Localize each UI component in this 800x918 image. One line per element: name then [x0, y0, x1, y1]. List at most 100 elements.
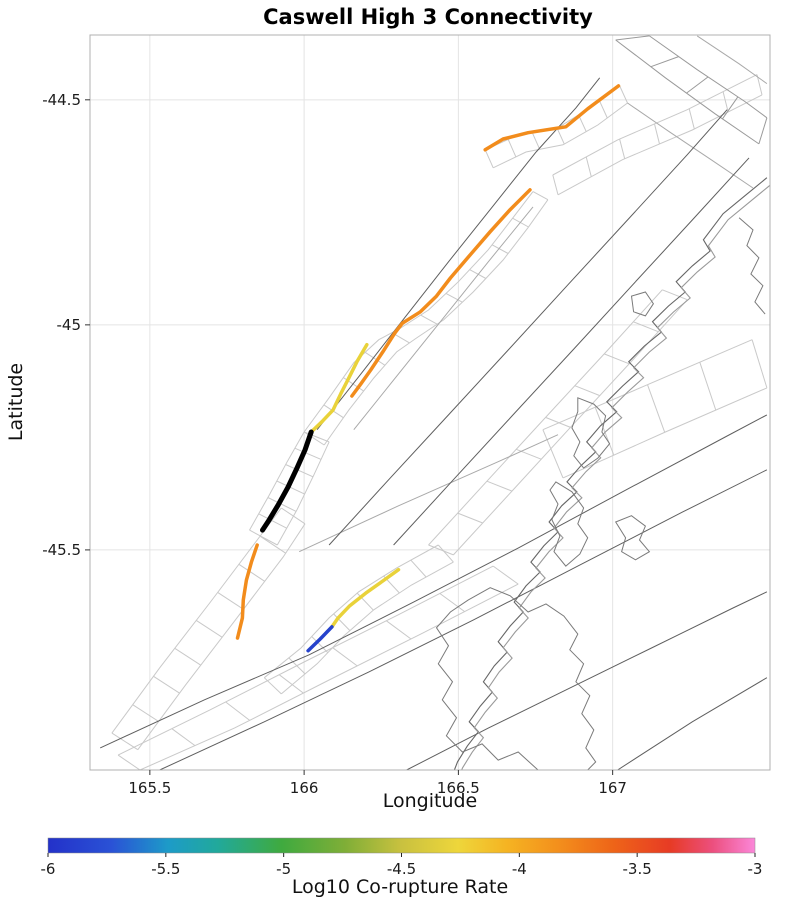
colorbar: -6 -5.5 -5 -4.5 -4 -3.5 -3 Log10 Co-rupture Ra…: [41, 837, 762, 898]
subsection-strip-midright: [428, 289, 663, 546]
subsection-strip-caswell: [276, 441, 330, 546]
subsection-strip-topright-rung: [688, 108, 695, 130]
subsection-strip-central-rung: [469, 269, 487, 279]
colorbar-gradient: [47, 837, 756, 854]
subsection-strip-north-rung: [507, 139, 517, 158]
subsection-strip-caswell-rung: [285, 464, 314, 478]
subsection-strip-north: [492, 102, 628, 169]
subsection-strip-north-rung: [578, 114, 587, 132]
x-tick-label: 167: [598, 779, 627, 797]
subsection-strip-southwest-rung: [196, 619, 223, 638]
water-body-4: [630, 291, 655, 317]
colorbar-label: Log10 Co-rupture Rate: [292, 876, 508, 898]
subsection-strip-midright-rung: [574, 385, 600, 397]
subsection-strip-north-rung: [619, 85, 628, 104]
subsection-strip-south-central-rung: [410, 559, 427, 578]
coastline: [453, 177, 768, 770]
subsection-strip-far-topright: [649, 35, 768, 119]
subsection-strip-southwest-rung: [132, 704, 159, 722]
subsection-strip-south-long: [139, 583, 519, 770]
subsection-strip-topright-rung: [722, 91, 729, 113]
corupture-segment-central-upper: [393, 188, 532, 335]
subsection-strip-south-long-rung: [278, 674, 304, 694]
corupture-segment-central-lower: [350, 331, 397, 398]
subsection-strip-central: [303, 191, 534, 433]
subsection-strip-central-rung: [491, 244, 509, 254]
subsection-strip-midright-rung: [662, 289, 688, 301]
subsection-strip-right-rung: [542, 429, 564, 479]
subsection-strip-north-rung: [531, 132, 541, 150]
x-tick-label: 166: [290, 779, 319, 797]
subsection-strip-far-topright-rung: [650, 56, 679, 68]
y-axis: -44.5 -45 -45.5: [42, 91, 90, 559]
subsection-strip-southwest: [137, 523, 306, 750]
coastline-inner: [461, 184, 770, 770]
subsection-strip-southwest-rung: [174, 647, 202, 666]
subsection-strip-far-topright: [615, 39, 760, 145]
colorbar-tick-label: -6: [41, 860, 56, 878]
corupture-segment-south-blue: [306, 625, 334, 653]
fault-trace-dark-4: [393, 157, 750, 546]
subsection-strip-caswell-rung: [258, 513, 287, 529]
subsection-strip-south-long-rung: [171, 728, 196, 747]
subsection-strip-midright-rung: [604, 353, 630, 365]
subsection-strip-south-central-rung: [311, 636, 329, 653]
subsection-strip-south-long-rung: [225, 701, 251, 721]
corupture-segment-west: [235, 543, 259, 640]
subsection-strip-far-topright-rung: [615, 35, 650, 41]
subsection-strip-midright-rung: [545, 416, 571, 428]
colorbar-tick-label: -5.5: [151, 860, 180, 878]
x-tick-label: 165.5: [128, 779, 171, 797]
subsection-strip-caswell-rung: [249, 529, 278, 546]
corupture-segment-yellow-upper: [309, 342, 369, 434]
subsection-strip-southwest-rung: [111, 732, 139, 751]
subsection-strip-central: [323, 199, 549, 446]
subsection-strip-topright-rung: [619, 138, 626, 159]
x-axis: 165.5 166 166.5 167: [128, 770, 627, 797]
subsection-strip-central-rung: [532, 191, 549, 201]
y-tick-label: -44.5: [42, 91, 81, 109]
subsection-strip-midright-rung: [457, 512, 483, 524]
subsection-strip-far-topright-rung: [686, 76, 709, 94]
subsection-strip-right-rung: [699, 362, 717, 411]
x-axis-label: Longitude: [383, 790, 478, 812]
fault-trace-light-3: [353, 206, 534, 431]
subsection-strip-central-rung: [364, 351, 386, 366]
y-axis-label: Latitude: [5, 363, 27, 441]
subsection-strip-caswell-rung: [276, 480, 305, 495]
subsection-strip-far-topright-rung: [722, 96, 739, 120]
source-fault-black-segment: [260, 429, 314, 533]
subsection-strip-south-central-rung: [437, 544, 454, 563]
plot-frame: [89, 34, 771, 771]
fault-trace-dark-6: [617, 677, 768, 770]
subsection-strip-right-rung: [594, 407, 615, 456]
fault-trace-light-2: [627, 102, 754, 189]
subsection-strip-central-rung: [303, 431, 325, 446]
subsection-strip-midright-rung: [486, 480, 513, 492]
subsection-strip-south-central-rung: [263, 677, 282, 695]
water-body-5: [614, 515, 651, 561]
map-canvas: [99, 35, 770, 770]
subsection-strip-north-rung: [599, 100, 608, 119]
corupture-segment-northeast: [483, 84, 621, 152]
subsection-strip-far-topright-rung: [758, 117, 768, 145]
colorbar-tick-label: -4.5: [387, 860, 416, 878]
subsection-strip-southwest-rung: [238, 563, 265, 582]
subsection-strip-central-rung: [445, 292, 463, 303]
subsection-strip-south-central: [263, 544, 439, 679]
subsection-strip-north-rung: [484, 149, 494, 169]
subsection-strip-topright-rung: [654, 123, 660, 145]
colorbar-tick-label: -3.5: [623, 860, 652, 878]
subsection-strip-south-long: [117, 565, 494, 756]
gridlines: [90, 35, 770, 770]
subsection-strip-right-rung: [647, 384, 666, 433]
water-body-2: [549, 481, 589, 567]
corupture-segment-south-yellow: [330, 567, 401, 629]
shoreline-detail: [738, 217, 766, 315]
subsection-strip-topright-rung: [756, 74, 763, 96]
fault-trace-dark-3: [328, 109, 728, 546]
subsection-strip-south-long-rung: [332, 647, 358, 667]
subsection-strip-caswell-rung: [294, 447, 322, 460]
x-tick-label: 166.5: [437, 779, 480, 797]
colorbar-tick-label: -4: [512, 860, 527, 878]
